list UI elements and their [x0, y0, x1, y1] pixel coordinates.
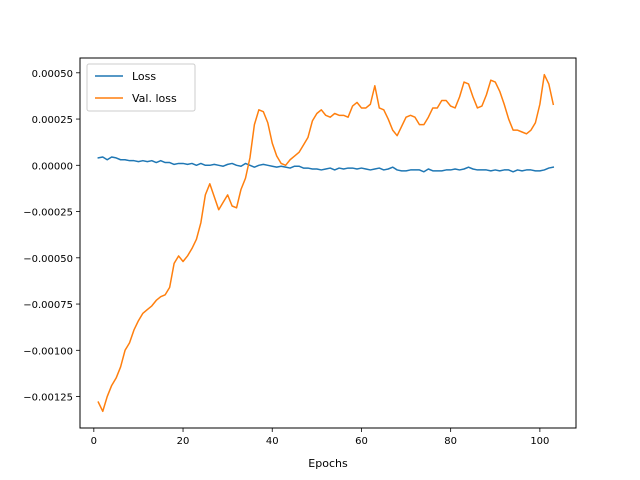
x-axis: 0 20 40 60 80 100 [91, 428, 549, 447]
y-tick-label: 0.00025 [32, 115, 73, 126]
y-tick-label: 0.00000 [32, 161, 73, 172]
legend-label-loss: Loss [132, 70, 156, 83]
legend-label-val-loss: Val. loss [132, 92, 177, 105]
series-line-val-loss [97, 73, 555, 413]
x-tick-label: 80 [444, 436, 457, 447]
x-tick-label: 20 [177, 436, 190, 447]
y-axis: −0.00125 −0.00100 −0.00075 −0.00050 −0.00025… [23, 69, 80, 404]
x-tick-label: 40 [266, 436, 279, 447]
y-tick-label: −0.00075 [23, 300, 73, 311]
x-tick-label: 100 [530, 436, 549, 447]
y-tick-label: 0.00050 [32, 69, 73, 80]
y-tick-label: −0.00050 [23, 254, 73, 265]
x-tick-label: 0 [91, 436, 97, 447]
series-layer [97, 73, 555, 413]
x-axis-label: Epochs [308, 457, 348, 470]
x-tick-label: 60 [355, 436, 368, 447]
y-tick-label: −0.00100 [23, 346, 73, 357]
y-tick-label: −0.00025 [23, 208, 73, 219]
y-tick-label: −0.00125 [23, 393, 73, 404]
plot-area-frame [79, 57, 577, 429]
series-line-loss [97, 156, 555, 173]
legend: Loss Val. loss [86, 63, 196, 112]
